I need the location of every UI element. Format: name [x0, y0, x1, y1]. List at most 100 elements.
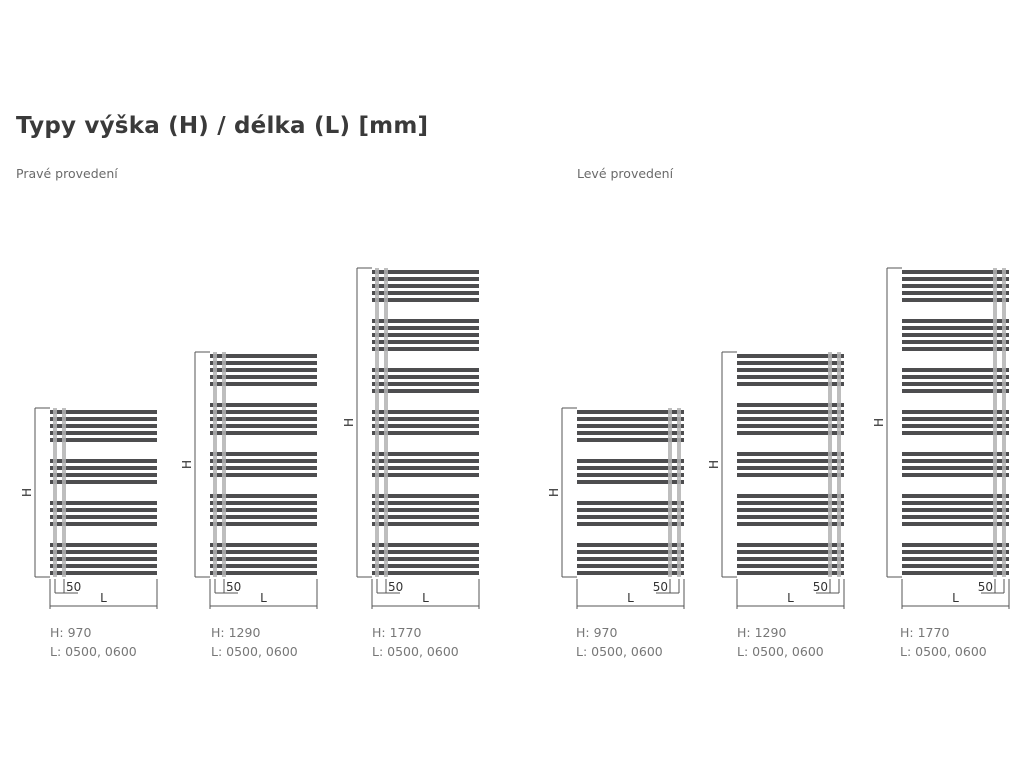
caption-1770-left: H: 1770 L: 0500, 0600 [900, 623, 987, 661]
radiator-bar [372, 424, 479, 428]
radiator-bar [372, 508, 479, 512]
radiator-bar [902, 319, 1009, 323]
radiator-bar [902, 410, 1009, 414]
height-label: H [547, 488, 561, 497]
radiator-rail [677, 408, 681, 577]
radiator-bar [210, 473, 317, 477]
radiator-bar [577, 571, 684, 575]
radiator-bar [737, 557, 844, 561]
radiator-bar [737, 431, 844, 435]
radiator-bar [737, 550, 844, 554]
radiator-bar [372, 543, 479, 547]
radiator-bar [50, 466, 157, 470]
radiator-bar [210, 382, 317, 386]
radiator-bar [577, 459, 684, 463]
radiator-bar [372, 466, 479, 470]
radiator-rail [222, 352, 226, 577]
radiator-bar [902, 543, 1009, 547]
radiator-bar [902, 459, 1009, 463]
radiator-rail [993, 268, 997, 577]
height-text: H: 1770 [372, 625, 422, 640]
radiator-bar [372, 417, 479, 421]
height-text: H: 1290 [211, 625, 261, 640]
radiator-bar [210, 466, 317, 470]
radiator-bar [372, 459, 479, 463]
radiator-bar [902, 501, 1009, 505]
radiator-bar [210, 375, 317, 379]
radiator-bar [737, 452, 844, 456]
radiator-bar [737, 571, 844, 575]
radiator-bar [50, 550, 157, 554]
radiator-rail [213, 352, 217, 577]
radiator-bar [372, 501, 479, 505]
radiator-bar [737, 368, 844, 372]
height-label: H [180, 460, 194, 469]
radiator-bar [50, 431, 157, 435]
caption-1290-right: H: 1290 L: 0500, 0600 [211, 623, 298, 661]
radiator-bar [210, 410, 317, 414]
radiator-bar [372, 333, 479, 337]
radiator-rail [53, 408, 57, 577]
radiator-bar [902, 291, 1009, 295]
length-text: L: 0500, 0600 [50, 644, 137, 659]
radiator-bar [902, 452, 1009, 456]
radiator-bar [577, 473, 684, 477]
radiator-bar [902, 326, 1009, 330]
radiator-bar [737, 459, 844, 463]
height-label: H [342, 418, 356, 427]
radiator-bar [210, 354, 317, 358]
radiator-bar [372, 326, 479, 330]
radiator-bar [372, 522, 479, 526]
radiator-bar [50, 557, 157, 561]
radiator-bar [737, 501, 844, 505]
radiator-bar [577, 515, 684, 519]
radiator-bar [902, 270, 1009, 274]
radiator-rail [62, 408, 66, 577]
radiator-bar [372, 375, 479, 379]
radiator-bar [902, 277, 1009, 281]
radiator-bar [210, 431, 317, 435]
offset-label: 50 [388, 580, 403, 594]
radiator-bar [50, 508, 157, 512]
radiator-bar [372, 473, 479, 477]
radiator-bar [210, 361, 317, 365]
offset-label: 50 [813, 580, 828, 594]
radiator-bar [737, 466, 844, 470]
radiator-bar [210, 543, 317, 547]
radiator-rail [375, 268, 379, 577]
radiator-rail [384, 268, 388, 577]
radiator-bar [737, 410, 844, 414]
radiator-bar [577, 501, 684, 505]
radiator-bar [372, 291, 479, 295]
radiator-bar [737, 494, 844, 498]
height-text: H: 1290 [737, 625, 787, 640]
radiator-bar [372, 431, 479, 435]
radiator-bar [902, 473, 1009, 477]
radiator-bar [737, 382, 844, 386]
radiator-bar [210, 459, 317, 463]
radiator-bar [902, 382, 1009, 386]
radiator-bar [210, 557, 317, 561]
radiator-rail [828, 352, 832, 577]
offset-label: 50 [653, 580, 668, 594]
length-label: L [260, 591, 267, 605]
radiator-bar [902, 375, 1009, 379]
radiator-bar [210, 452, 317, 456]
radiator-bar [902, 368, 1009, 372]
radiator-bar [210, 494, 317, 498]
radiator-bar [577, 550, 684, 554]
radiator-bar [902, 564, 1009, 568]
radiator-bar [902, 298, 1009, 302]
radiator-bar [902, 515, 1009, 519]
radiator-bar [902, 550, 1009, 554]
radiator-bar [902, 389, 1009, 393]
length-text: L: 0500, 0600 [737, 644, 824, 659]
radiator-bar [210, 424, 317, 428]
radiator-bar [577, 424, 684, 428]
radiator-bar [50, 543, 157, 547]
caption-970-right: H: 970 L: 0500, 0600 [50, 623, 137, 661]
radiator-bar [372, 298, 479, 302]
radiator-bar [372, 515, 479, 519]
radiator-bar [737, 375, 844, 379]
